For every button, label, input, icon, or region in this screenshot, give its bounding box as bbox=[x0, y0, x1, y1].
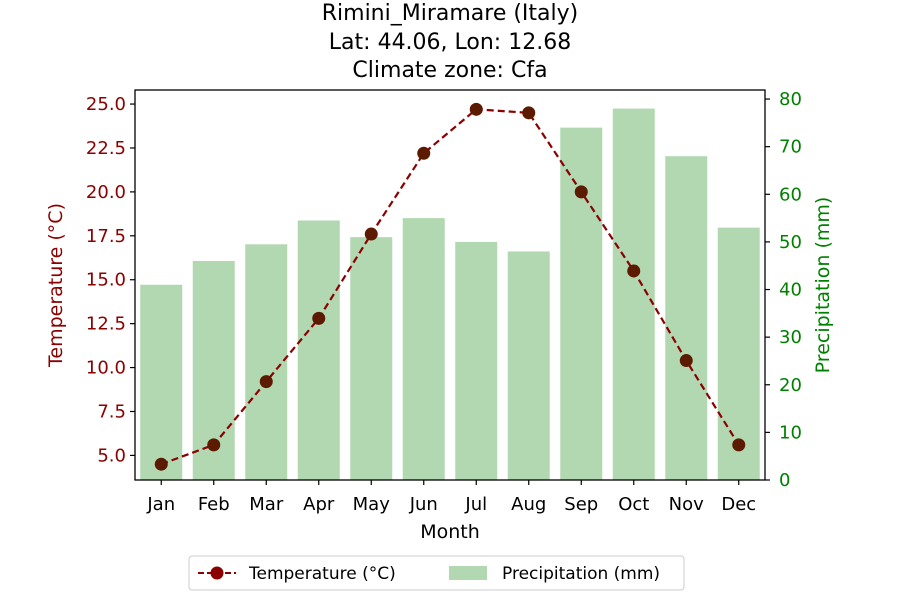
precipitation-bar bbox=[717, 227, 760, 480]
left-tick-label: 25.0 bbox=[86, 94, 126, 115]
temperature-point bbox=[574, 185, 588, 199]
left-y-axis: 5.0 7.5 10.0 12.5 15.0 17.5 20.0 22.5 25.0 bbox=[86, 94, 135, 466]
temperature-line bbox=[160, 108, 740, 466]
right-tick-label: 80 bbox=[779, 89, 802, 110]
left-tick-label: 5.0 bbox=[97, 445, 126, 466]
legend-temperature-marker bbox=[210, 566, 224, 580]
temperature-point bbox=[679, 354, 693, 368]
temperature-point bbox=[732, 438, 746, 452]
legend-box bbox=[188, 555, 685, 591]
chart-title: Rimini_Miramare (Italy) Lat: 44.06, Lon:… bbox=[322, 1, 579, 83]
x-tick-label: Feb bbox=[198, 494, 230, 515]
temperature-point bbox=[154, 457, 168, 471]
temperature-point bbox=[469, 102, 483, 116]
temperature-point bbox=[259, 375, 273, 389]
right-tick-label: 40 bbox=[779, 280, 802, 301]
temperature-point bbox=[417, 146, 431, 160]
precipitation-bar bbox=[140, 284, 183, 480]
left-tick-label: 7.5 bbox=[97, 401, 126, 422]
temperature-point bbox=[522, 106, 536, 120]
left-tick-label: 20.0 bbox=[86, 182, 126, 203]
right-tick-label: 0 bbox=[779, 470, 790, 491]
x-tick-label: May bbox=[353, 494, 391, 515]
temperature-series bbox=[154, 102, 746, 471]
temperature-point bbox=[312, 311, 326, 325]
right-tick-label: 10 bbox=[779, 422, 802, 443]
x-tick-label: Oct bbox=[618, 494, 649, 515]
temperature-point bbox=[364, 227, 378, 241]
right-axis-label: Precipitation (mm) bbox=[812, 197, 834, 374]
right-y-axis: 0 10 20 30 40 50 60 70 80 bbox=[765, 89, 802, 491]
legend-temperature-label: Temperature (°C) bbox=[248, 564, 396, 584]
x-tick-label: Nov bbox=[669, 494, 704, 515]
right-tick-label: 70 bbox=[779, 137, 802, 158]
x-axis: Jan Feb Mar Apr May Jun Jul Aug Sep Oct Nov Dec bbox=[146, 480, 756, 515]
title-line-3: Climate zone: Cfa bbox=[352, 58, 547, 83]
temperature-point bbox=[627, 264, 641, 278]
x-tick-label: Jun bbox=[409, 494, 438, 515]
precipitation-bar bbox=[297, 220, 340, 480]
x-tick-label: Apr bbox=[303, 494, 335, 515]
legend: Temperature (°C) Precipitation (mm) bbox=[188, 555, 685, 591]
right-tick-label: 30 bbox=[779, 327, 802, 348]
x-tick-label: Dec bbox=[721, 494, 756, 515]
right-tick-label: 50 bbox=[779, 232, 802, 253]
left-tick-label: 17.5 bbox=[86, 226, 126, 247]
legend-precipitation-swatch bbox=[449, 566, 487, 580]
left-tick-label: 15.0 bbox=[86, 270, 126, 291]
legend-precipitation-label: Precipitation (mm) bbox=[502, 564, 660, 584]
precipitation-bar bbox=[245, 244, 288, 480]
precipitation-bar bbox=[350, 237, 393, 480]
x-tick-label: Mar bbox=[249, 494, 284, 515]
precipitation-bar bbox=[455, 241, 498, 480]
left-tick-label: 10.0 bbox=[86, 358, 126, 379]
precipitation-bars bbox=[140, 108, 760, 481]
left-tick-label: 12.5 bbox=[86, 314, 126, 335]
left-axis-label: Temperature (°C) bbox=[45, 203, 67, 368]
precipitation-bar bbox=[402, 218, 445, 480]
precipitation-bar bbox=[507, 251, 550, 480]
temperature-point bbox=[207, 438, 221, 452]
x-axis-label: Month bbox=[420, 521, 480, 543]
precipitation-bar bbox=[665, 156, 708, 480]
plot-frame bbox=[134, 89, 766, 481]
right-tick-label: 20 bbox=[779, 375, 802, 396]
x-tick-label: Jul bbox=[464, 494, 487, 515]
precipitation-bar bbox=[560, 127, 603, 480]
right-tick-label: 60 bbox=[779, 184, 802, 205]
title-line-2: Lat: 44.06, Lon: 12.68 bbox=[329, 30, 571, 55]
x-tick-label: Sep bbox=[564, 494, 598, 515]
left-tick-label: 22.5 bbox=[86, 138, 126, 159]
x-tick-label: Jan bbox=[146, 494, 175, 515]
title-line-1: Rimini_Miramare (Italy) bbox=[322, 1, 579, 26]
x-tick-label: Aug bbox=[511, 494, 546, 515]
